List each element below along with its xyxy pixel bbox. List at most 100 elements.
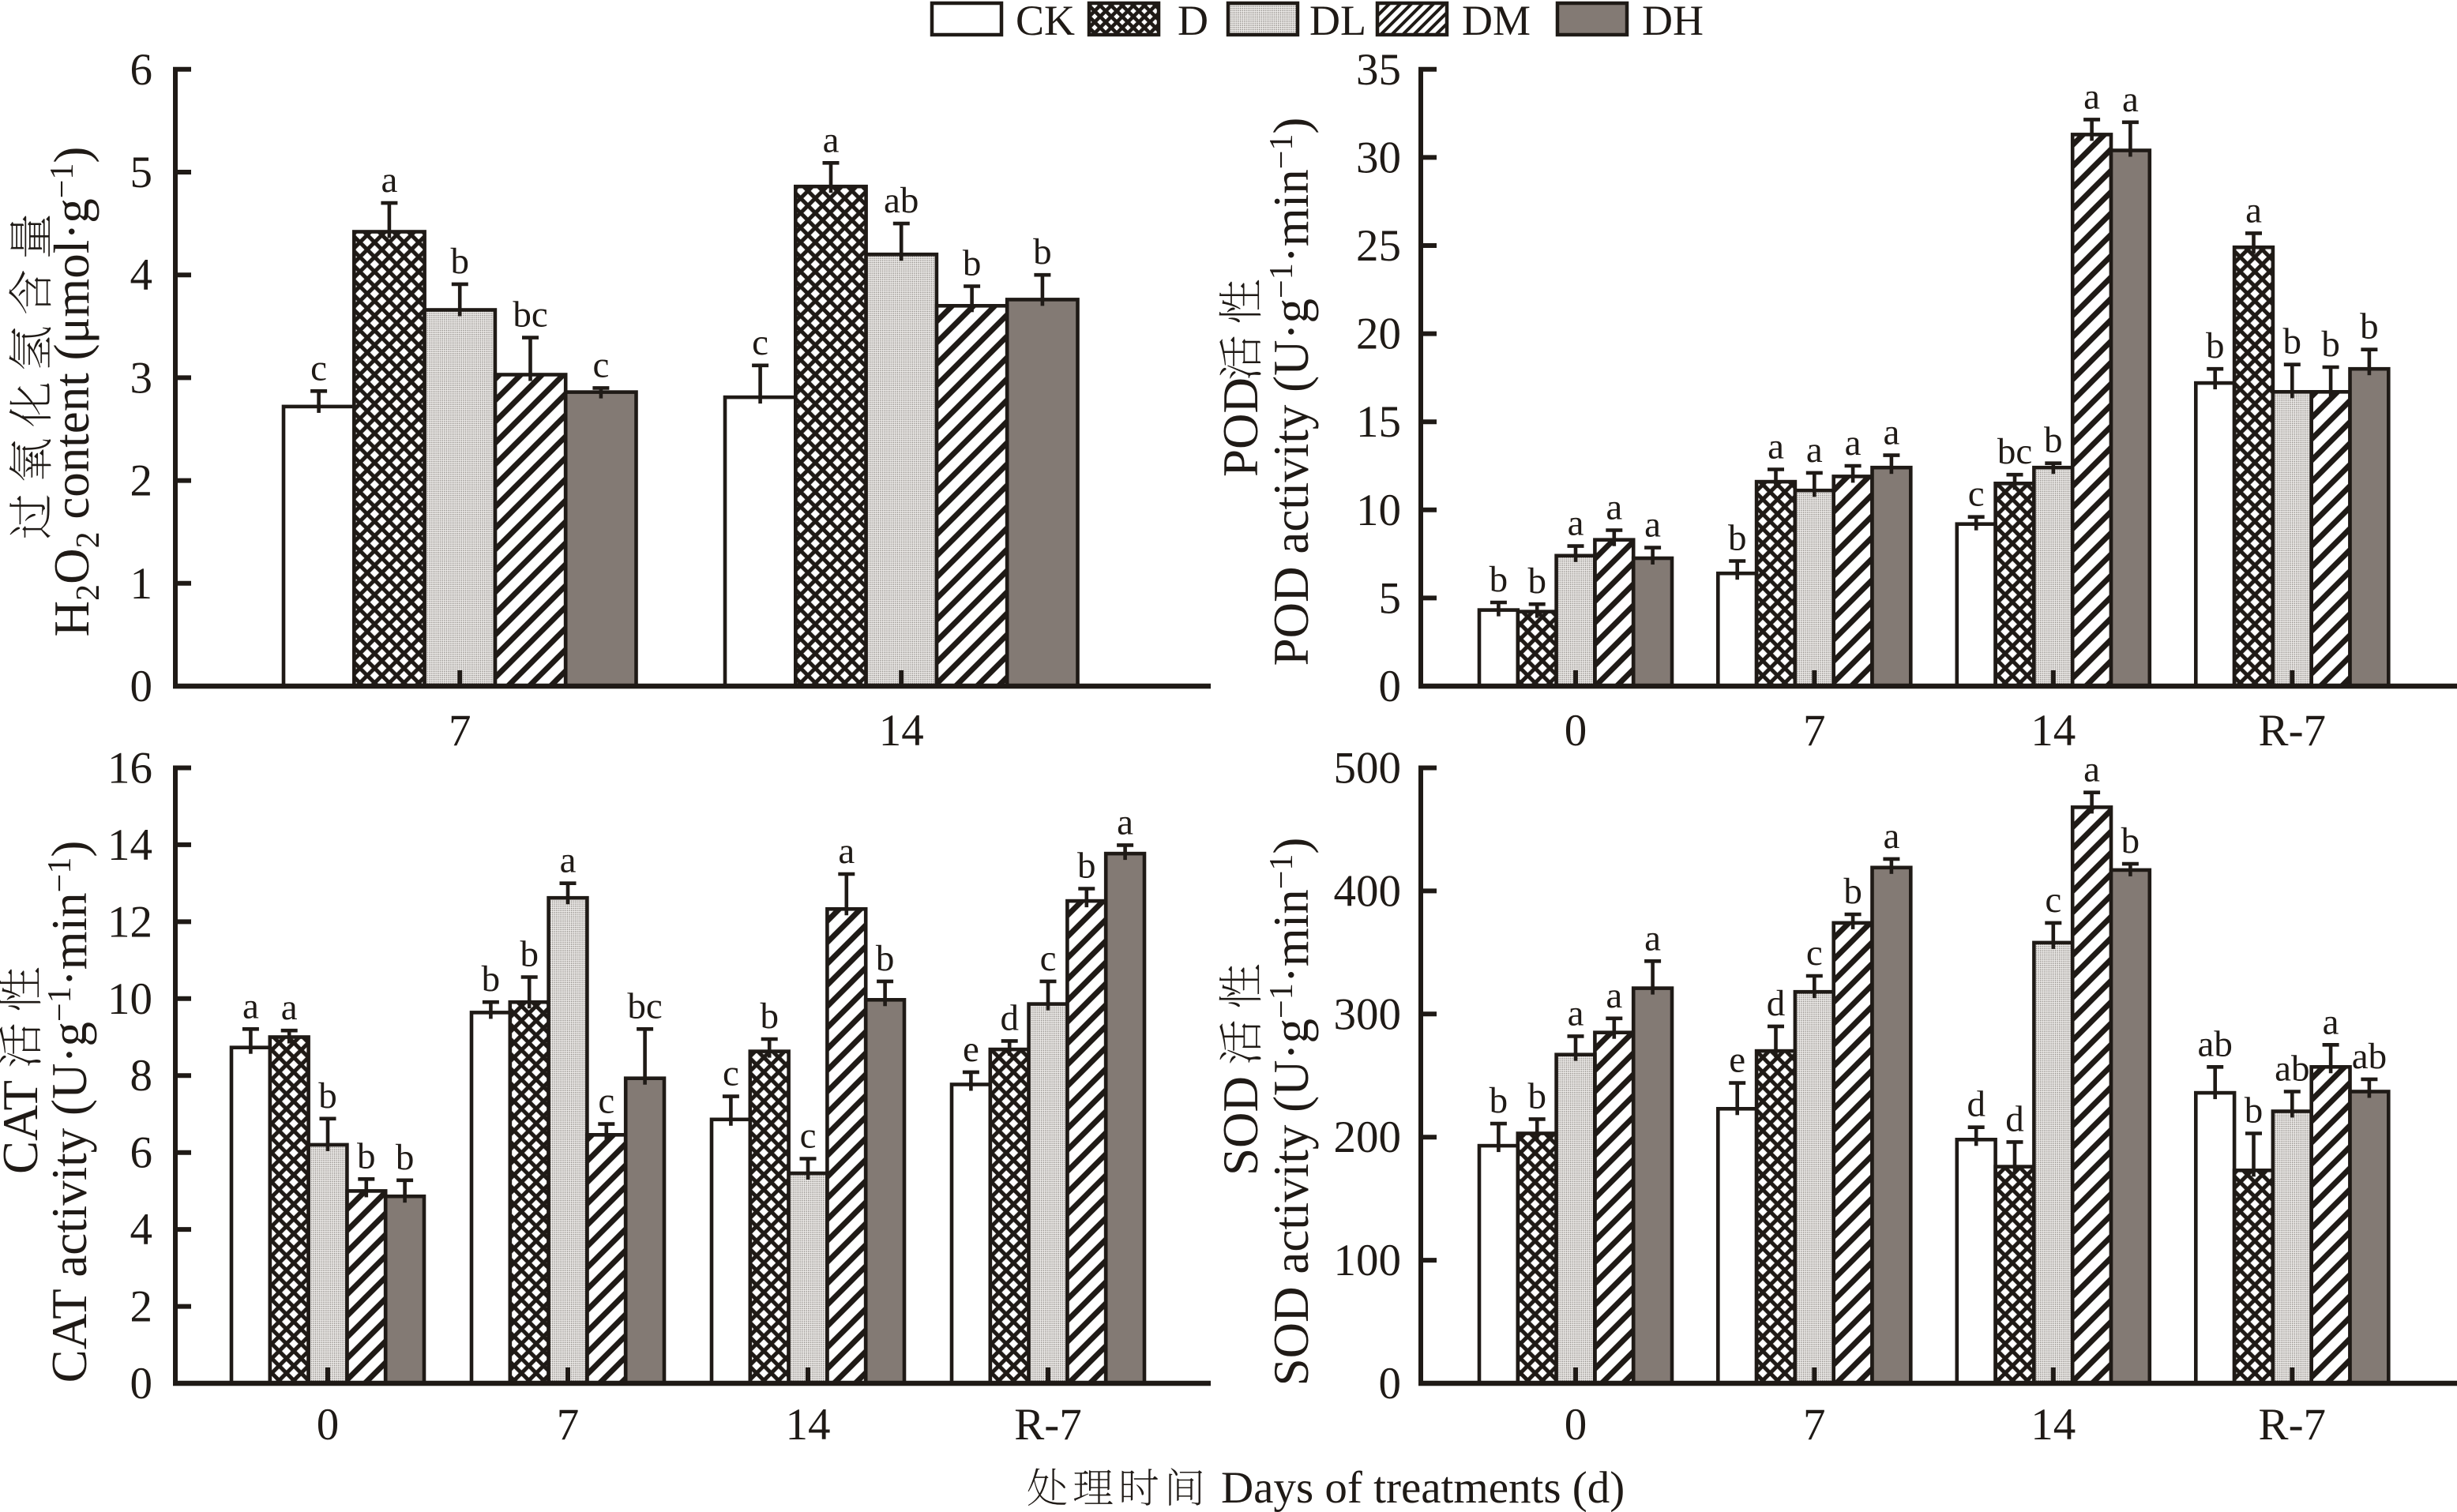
svg-text:a: a: [281, 987, 298, 1028]
svg-text:b: b: [1033, 231, 1052, 272]
svg-text:1: 1: [130, 559, 153, 609]
svg-text:a: a: [2083, 749, 2100, 790]
svg-text:0: 0: [130, 662, 153, 711]
svg-text:d: d: [1767, 983, 1786, 1024]
svg-text:0: 0: [1565, 706, 1587, 756]
svg-text:b: b: [760, 996, 779, 1037]
svg-text:ab: ab: [2198, 1023, 2233, 1064]
svg-text:a: a: [823, 119, 840, 160]
svg-text:30: 30: [1356, 133, 1401, 182]
svg-text:a: a: [1606, 975, 1622, 1016]
svg-text:R-7: R-7: [1014, 1400, 1082, 1450]
svg-text:c: c: [1806, 932, 1823, 974]
svg-text:4: 4: [130, 250, 153, 300]
svg-text:14: 14: [2031, 1400, 2076, 1450]
svg-text:CAT: CAT: [0, 1080, 48, 1174]
svg-text:DL: DL: [1309, 0, 1366, 44]
svg-text:c: c: [2045, 880, 2061, 921]
svg-text:c: c: [310, 347, 327, 388]
svg-text:a: a: [381, 159, 397, 201]
svg-text:25: 25: [1356, 221, 1401, 271]
svg-text:8: 8: [130, 1051, 153, 1101]
svg-text:d: d: [1967, 1084, 1986, 1125]
svg-text:c: c: [1968, 474, 1985, 515]
svg-text:7: 7: [557, 1400, 580, 1450]
svg-text:0: 0: [1379, 1359, 1402, 1409]
svg-text:CAT activity (U·g−1​·min−1​): CAT activity (U·g−1​·min−1​): [42, 841, 97, 1383]
svg-text:0: 0: [317, 1400, 340, 1450]
svg-text:d: d: [1000, 997, 1019, 1038]
svg-text:b: b: [876, 938, 895, 979]
svg-text:6: 6: [130, 45, 153, 95]
svg-text:c: c: [800, 1116, 817, 1157]
svg-text:b: b: [1527, 561, 1546, 602]
svg-text:a: a: [2083, 76, 2100, 117]
svg-text:ab: ab: [884, 180, 919, 221]
svg-text:R-7: R-7: [2259, 1400, 2327, 1450]
svg-text:DH: DH: [1642, 0, 1704, 44]
svg-text:14: 14: [2031, 706, 2076, 756]
svg-text:300: 300: [1334, 989, 1402, 1039]
svg-text:b: b: [2283, 321, 2302, 362]
svg-text:c: c: [592, 344, 609, 385]
svg-text:bc: bc: [1997, 431, 2032, 472]
svg-text:7: 7: [449, 706, 471, 756]
svg-text:ab: ab: [2275, 1049, 2309, 1090]
svg-text:H2​O2​ content (μmol·g−1​): H2​O2​ content (μmol·g−1​): [44, 147, 107, 637]
svg-text:14: 14: [786, 1400, 831, 1450]
svg-text:b: b: [2360, 306, 2379, 347]
svg-text:b: b: [357, 1135, 376, 1176]
svg-text:b: b: [396, 1137, 415, 1178]
svg-text:b: b: [2321, 324, 2340, 365]
svg-text:a: a: [1768, 426, 1784, 467]
svg-text:20: 20: [1356, 310, 1401, 359]
svg-text:b: b: [318, 1075, 337, 1116]
svg-text:16: 16: [107, 744, 152, 794]
svg-text:e: e: [1729, 1040, 1745, 1081]
svg-text:0: 0: [1379, 662, 1402, 711]
svg-text:10: 10: [107, 974, 152, 1024]
svg-text:POD: POD: [1213, 377, 1268, 477]
svg-text:a: a: [1806, 430, 1823, 471]
svg-text:3: 3: [130, 353, 153, 403]
svg-text:5: 5: [130, 148, 153, 197]
svg-text:CK: CK: [1016, 0, 1075, 44]
svg-text:a: a: [2323, 1001, 2339, 1042]
svg-text:15: 15: [1356, 397, 1401, 447]
svg-text:0: 0: [130, 1359, 153, 1409]
svg-text:ab: ab: [2352, 1036, 2387, 1077]
svg-text:b: b: [2121, 820, 2140, 861]
svg-text:a: a: [1883, 816, 1899, 857]
svg-text:b: b: [1077, 846, 1096, 887]
svg-text:a: a: [838, 831, 855, 872]
svg-text:500: 500: [1334, 744, 1402, 794]
svg-text:5: 5: [1379, 573, 1402, 623]
svg-text:c: c: [752, 322, 768, 363]
svg-text:400: 400: [1334, 866, 1402, 916]
svg-text:a: a: [1568, 992, 1584, 1034]
svg-text:b: b: [1527, 1075, 1546, 1116]
svg-text:0: 0: [1565, 1400, 1587, 1450]
svg-text:200: 200: [1334, 1112, 1402, 1162]
svg-text:b: b: [520, 934, 539, 975]
svg-text:a: a: [1117, 801, 1133, 842]
svg-text:4: 4: [130, 1205, 153, 1255]
svg-text:bc: bc: [513, 295, 547, 336]
svg-text:a: a: [2122, 79, 2139, 120]
svg-text:b: b: [1490, 1080, 1508, 1121]
svg-text:DM: DM: [1462, 0, 1531, 44]
svg-text:c: c: [598, 1081, 614, 1122]
svg-text:bc: bc: [627, 985, 662, 1026]
svg-text:14: 14: [879, 706, 924, 756]
svg-text:2: 2: [130, 1282, 153, 1332]
svg-text:D: D: [1178, 0, 1208, 44]
svg-text:d: d: [2005, 1098, 2024, 1139]
svg-text:6: 6: [130, 1128, 153, 1178]
svg-text:a: a: [560, 840, 577, 881]
svg-text:b: b: [1728, 518, 1747, 559]
svg-text:b: b: [1843, 871, 1862, 912]
svg-text:a: a: [1644, 505, 1661, 546]
svg-text:7: 7: [1803, 706, 1826, 756]
svg-text:14: 14: [107, 820, 152, 870]
svg-text:POD activity (U·g−1​·min−1​): POD activity (U·g−1​·min−1​): [1264, 118, 1319, 666]
